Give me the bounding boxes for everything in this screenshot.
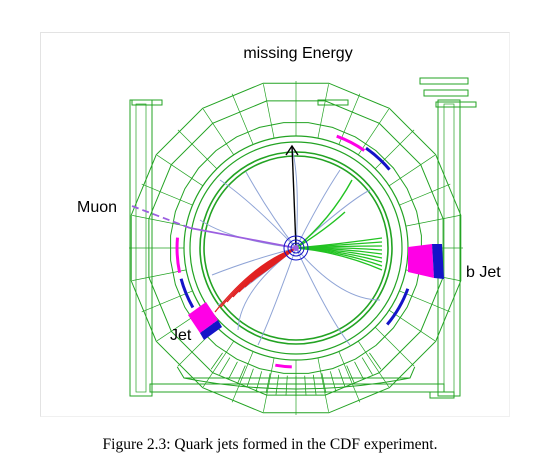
calorimeter-segment — [399, 183, 451, 206]
top-calorimeter-hit — [336, 134, 366, 152]
bottom-calorimeter-hit — [275, 363, 292, 369]
top-right-plate — [317, 99, 349, 106]
missing-energy-arrow-line — [291, 145, 297, 249]
forward-calorimeter-cell — [361, 357, 373, 375]
top-right-bar-3 — [435, 101, 477, 108]
forward-calorimeter-cell — [210, 352, 223, 370]
soft-track — [245, 171, 297, 249]
calorimeter-segment — [374, 129, 415, 170]
calorimeter-segment — [338, 351, 361, 403]
calorimeter-segment — [202, 340, 235, 388]
forward-calorimeter-cell — [255, 371, 263, 391]
top-calorimeter-core — [365, 146, 391, 171]
forward-calorimeter-cell — [219, 357, 231, 375]
forward-calorimeter-cell — [329, 371, 337, 391]
forward-calorimeter-cell — [304, 375, 307, 396]
calorimeter-segment — [399, 290, 451, 313]
calorimeter-segment — [177, 129, 218, 170]
top-left-plate — [131, 99, 163, 106]
calorimeter-segment — [263, 357, 275, 412]
calorimeter-segment — [141, 183, 193, 206]
missing-energy-label: missing Energy — [243, 45, 352, 62]
forward-calorimeter-cell — [346, 365, 355, 385]
b-jet-energy-tower — [408, 244, 434, 278]
forward-calorimeter-cell — [237, 365, 246, 385]
muon-label: Muon — [77, 199, 117, 216]
tracking-chamber-ring — [189, 141, 403, 355]
soft-track — [295, 247, 381, 301]
calorimeter-segment — [405, 215, 460, 227]
calorimeter-segment — [374, 326, 415, 367]
b-jet-energy-core — [432, 244, 444, 279]
top-right-bar-2 — [423, 89, 469, 97]
green-jet-track-upper-2 — [295, 211, 346, 249]
vertex-ring — [283, 235, 309, 261]
b-jet-label: b Jet — [466, 264, 501, 281]
calorimeter-segment — [388, 154, 436, 187]
bottom-base-plate — [149, 383, 445, 393]
green-jet-track-upper — [295, 179, 353, 249]
calorimeter-segment — [317, 357, 329, 412]
green-jet-track — [295, 247, 383, 271]
calorimeter-segment — [357, 340, 390, 388]
soft-track — [219, 179, 297, 249]
left-calorimeter-hit-2 — [175, 237, 182, 274]
calorimeter-segment — [388, 309, 436, 342]
jet-energy-core — [200, 320, 222, 340]
jet-energy-tower — [188, 302, 218, 333]
muon-track-inner — [189, 227, 297, 249]
soft-track — [291, 147, 298, 249]
calorimeter-segment — [141, 290, 193, 313]
calorimeter-segment — [202, 108, 235, 156]
calorimeter-segment — [263, 84, 275, 139]
right-lower-calorimeter-hit — [386, 288, 410, 326]
inner-calorimeter-ring — [170, 122, 422, 374]
soft-track — [211, 247, 297, 276]
vertex-ring — [287, 239, 305, 257]
soft-track — [295, 189, 371, 249]
bottom-forward-calorimeter — [149, 352, 455, 399]
soft-track — [199, 219, 297, 249]
soft-track — [237, 247, 297, 331]
soft-track — [295, 169, 341, 249]
calorimeter-segment — [231, 93, 254, 145]
forward-calorimeter-cell — [321, 373, 327, 394]
cdf-event-display: missing Energy Muon b Jet Jet — [77, 45, 501, 415]
missing-energy-arrow-head — [285, 144, 299, 156]
detector-outline — [129, 77, 477, 415]
interaction-vertex — [293, 245, 299, 251]
bottom-right-tab — [429, 391, 455, 399]
forward-calorimeter-cell — [285, 375, 288, 396]
top-right-bar-1 — [419, 77, 469, 85]
vertex-ring — [290, 242, 302, 254]
left-calorimeter-hit — [179, 278, 195, 309]
red-jet-track — [256, 247, 297, 278]
calorimeter-segment — [132, 269, 187, 281]
calorimeter-segment — [317, 84, 329, 139]
calorimeter-segment — [338, 93, 361, 145]
calorimeter-segment — [156, 154, 204, 187]
forward-calorimeter-cell — [369, 352, 382, 370]
forward-calorimeter-cell — [227, 361, 238, 380]
jet-label: Jet — [170, 327, 192, 344]
calorimeter-segment — [357, 108, 390, 156]
figure-panel — [40, 32, 510, 417]
calorimeter-segment — [132, 215, 187, 227]
outer-calorimeter-ring — [130, 82, 462, 414]
tracking-chamber-ring — [203, 155, 389, 341]
figure-caption: Figure 2.3: Quark jets formed in the CDF… — [102, 436, 438, 453]
soft-track — [295, 247, 351, 346]
calorimeter-segment — [231, 351, 254, 403]
forward-calorimeter-cell — [354, 361, 365, 380]
forward-calorimeter-outline — [176, 366, 416, 390]
forward-calorimeter-cell — [265, 373, 271, 394]
soft-track — [257, 247, 297, 346]
left-muon-chamber-inner — [135, 103, 147, 393]
particle-tracks — [131, 134, 444, 369]
